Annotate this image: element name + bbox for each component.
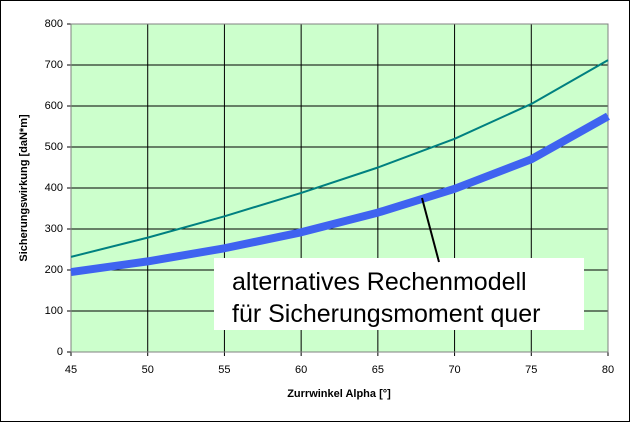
series-line (70, 59, 609, 258)
y-tick-label: 800 (45, 18, 63, 30)
x-tick-label: 50 (142, 364, 154, 376)
y-tick-label: 700 (45, 59, 63, 71)
y-tick-label: 100 (45, 305, 63, 317)
annotation-text: alternatives Rechenmodell (232, 268, 527, 296)
y-axis-title: Sicherungswirkung [daN*m] (18, 114, 30, 262)
x-tick-label: 55 (218, 364, 230, 376)
x-tick-label: 80 (602, 364, 614, 376)
x-tick-label: 65 (372, 364, 384, 376)
annotation-arrow (421, 197, 440, 263)
annotation-text: für Sicherungsmoment quer (232, 300, 540, 328)
y-tick-label: 500 (45, 141, 63, 153)
series-line (70, 112, 610, 277)
x-tick-label: 70 (448, 364, 460, 376)
y-tick-label: 400 (45, 182, 63, 194)
y-tick-label: 200 (45, 264, 63, 276)
y-tick-label: 300 (45, 223, 63, 235)
plot-border (70, 23, 609, 353)
x-tick-label: 75 (525, 364, 537, 376)
x-axis-title: Zurrwinkel Alpha [°] (287, 388, 391, 400)
x-tick-label: 45 (65, 364, 77, 376)
y-tick-label: 0 (57, 346, 63, 358)
annotation-box (214, 258, 584, 330)
y-tick-label: 600 (45, 100, 63, 112)
x-tick-label: 60 (295, 364, 307, 376)
